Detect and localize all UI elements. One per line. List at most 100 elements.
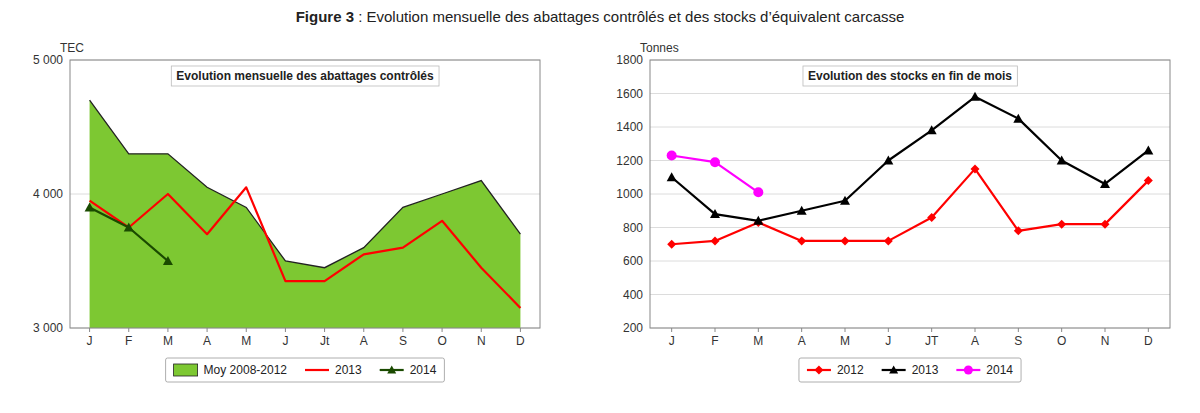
line [672, 169, 1149, 244]
area-outline [90, 100, 521, 268]
x-tick [1105, 328, 1106, 332]
x-tick-label: M [840, 334, 850, 348]
grid-line [650, 93, 1170, 94]
legend-item: Moy 2008-2012 [174, 363, 288, 377]
marker [163, 256, 173, 265]
marker [1057, 220, 1066, 229]
grid-line [650, 160, 1170, 161]
title-rest: : Evolution mensuelle des abattages cont… [354, 8, 904, 25]
x-tick-label: JT [925, 334, 939, 348]
marker [884, 236, 893, 245]
x-tick-label: N [1101, 334, 1110, 348]
y-tick-label: 5 000 [33, 53, 63, 67]
legend-marker [889, 366, 898, 374]
legend-item: 2014 [956, 363, 1013, 377]
legend-marker [814, 366, 823, 375]
marker [841, 236, 850, 245]
marker [1143, 145, 1153, 154]
grid-line [650, 261, 1170, 262]
x-tick-label: J [282, 334, 288, 348]
marker [1057, 156, 1067, 165]
x-tick-label: F [125, 334, 132, 348]
plot-area [85, 100, 521, 328]
marker [1100, 179, 1110, 188]
legend-swatch [174, 364, 198, 376]
legend-label: 2013 [912, 363, 939, 377]
y-tick-label: 1200 [616, 154, 643, 168]
legend-item: 2012 [807, 363, 864, 377]
marker [970, 92, 980, 101]
legend: Moy 2008-201220132014 [166, 358, 445, 382]
y-tick-label: 200 [623, 321, 643, 335]
x-tick [363, 328, 364, 332]
x-tick-label: D [1144, 334, 1153, 348]
x-tick-label: A [798, 334, 806, 348]
plot-background [650, 60, 1170, 328]
x-tick-label: F [711, 334, 718, 348]
line [90, 207, 168, 261]
x-tick-label: A [360, 334, 368, 348]
marker [797, 236, 806, 245]
legend-marker [964, 366, 973, 375]
x-tick [207, 328, 208, 332]
x-tick [1148, 328, 1149, 332]
marker [1014, 226, 1023, 235]
y-tick-label: 1600 [616, 87, 643, 101]
marker [667, 150, 677, 160]
x-tick-label: A [971, 334, 979, 348]
title-box [171, 66, 439, 86]
x-tick-label: J [885, 334, 891, 348]
title-bold: Figure 3 [296, 8, 354, 25]
x-tick [442, 328, 443, 332]
x-tick [671, 328, 672, 332]
x-tick [1061, 328, 1062, 332]
legend-swatch [305, 369, 329, 371]
x-tick-label: S [399, 334, 407, 348]
legend: 2012 2013 2014 [799, 358, 1021, 382]
marker [927, 125, 937, 134]
x-tick [801, 328, 802, 332]
x-tick-label: D [516, 334, 525, 348]
marker [840, 196, 850, 205]
marker [797, 206, 807, 215]
marker [753, 187, 763, 197]
x-tick-label: Jt [320, 334, 330, 348]
x-tick [246, 328, 247, 332]
frame [70, 60, 540, 328]
x-tick [285, 328, 286, 332]
marker [927, 213, 936, 222]
x-tick [715, 328, 716, 332]
marker [710, 209, 720, 218]
line [90, 187, 521, 308]
y-axis-label: Tonnes [640, 41, 679, 55]
plot-background [70, 60, 540, 328]
marker [710, 157, 720, 167]
x-tick-label: N [477, 334, 486, 348]
marker [711, 236, 720, 245]
x-tick [845, 328, 846, 332]
grid-line [650, 194, 1170, 195]
legend-label: 2014 [986, 363, 1013, 377]
x-tick [89, 328, 90, 332]
marker [883, 156, 893, 165]
marker [1144, 176, 1153, 185]
x-tick [975, 328, 976, 332]
y-tick-label: 3 000 [33, 321, 63, 335]
chart: 3 0004 0005 000JFMAMJJtASONDTECEvolution… [33, 41, 540, 382]
legend-box [166, 358, 445, 382]
legend-item: 2013 [882, 363, 939, 377]
x-tick-label: M [241, 334, 251, 348]
x-tick [128, 328, 129, 332]
figure-title: Figure 3 : Evolution mensuelle des abatt… [296, 8, 905, 25]
y-tick-label: 600 [623, 254, 643, 268]
marker [85, 202, 95, 211]
x-tick [888, 328, 889, 332]
x-tick-label: M [753, 334, 763, 348]
x-tick-label: O [437, 334, 446, 348]
y-tick-label: 1000 [616, 187, 643, 201]
grid-line [650, 294, 1170, 295]
chart: 20040060080010001200140016001800JFMAMJJT… [616, 41, 1170, 382]
line [672, 155, 759, 192]
x-tick-label: M [163, 334, 173, 348]
marker [1101, 220, 1110, 229]
